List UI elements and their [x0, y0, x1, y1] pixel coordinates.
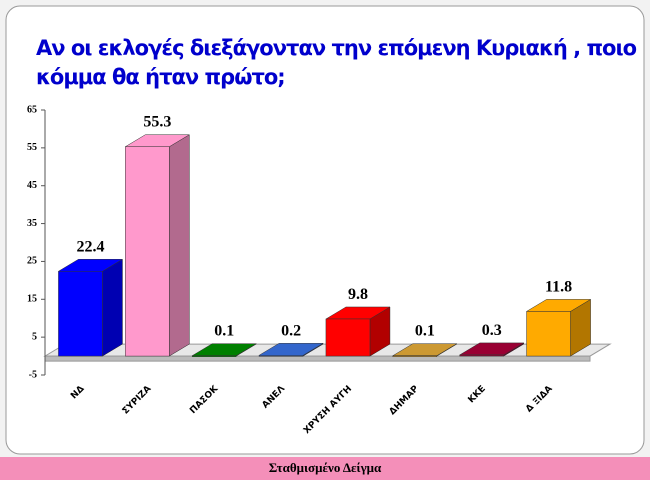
bar-side-shade — [102, 259, 123, 357]
value-label: 11.8 — [545, 278, 572, 295]
bar — [391, 343, 458, 357]
bar — [325, 306, 391, 357]
floor-edge — [44, 355, 591, 362]
bar-front — [459, 354, 504, 357]
y-tick-label: 25 — [27, 256, 37, 267]
value-label: 0.2 — [281, 322, 301, 339]
bar-side-shade — [570, 299, 591, 357]
y-tick-label: 45 — [27, 180, 37, 191]
value-label: 0.1 — [415, 323, 435, 340]
bar-side-shade — [369, 306, 390, 357]
bar — [258, 342, 324, 357]
bar-front — [125, 146, 170, 357]
bar-front — [526, 311, 571, 357]
bar — [525, 298, 592, 357]
bar — [57, 258, 124, 357]
y-tick-label: 65 — [27, 104, 37, 115]
bar-front — [58, 271, 103, 357]
bar-side-shade — [169, 134, 190, 357]
chart-title: Αν οι εκλογές διεξάγονταν την επόμενη Κυ… — [36, 36, 637, 60]
bar-front — [325, 318, 371, 357]
footer: Σταθμισμένο Δείγμα — [269, 460, 382, 475]
chart-title: κόμμα θα ήταν πρώτο; — [36, 65, 285, 89]
value-label: 0.1 — [214, 323, 234, 340]
y-tick-label: 35 — [27, 218, 37, 229]
bar-front — [392, 355, 438, 357]
y-tick-label: 15 — [27, 294, 37, 305]
bar-front — [191, 355, 237, 357]
bar — [191, 343, 258, 357]
y-tick-label: -5 — [29, 369, 37, 380]
footer-bar — [0, 457, 650, 480]
bar — [458, 342, 525, 357]
value-label: 22.4 — [76, 238, 104, 255]
bar — [124, 134, 191, 357]
value-label: 9.8 — [348, 286, 368, 303]
value-label: 55.3 — [143, 114, 171, 131]
value-label: 0.3 — [482, 322, 502, 339]
bar-front — [258, 355, 304, 357]
y-tick-label: 55 — [27, 142, 37, 153]
y-tick-label: 5 — [32, 331, 37, 342]
